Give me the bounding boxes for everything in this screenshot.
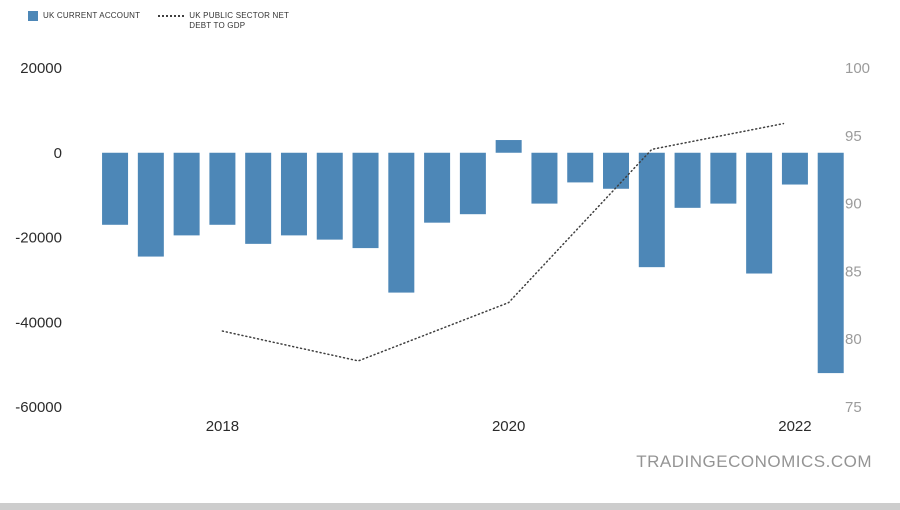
left-axis-tick: -40000 — [15, 314, 62, 331]
bar-2019-Q2[interactable] — [388, 152, 415, 293]
left-axis-tick: 0 — [54, 145, 62, 162]
bar-2021-Q2[interactable] — [674, 152, 701, 208]
bar-2021-Q3[interactable] — [710, 152, 737, 204]
bar-2019-Q1[interactable] — [352, 152, 379, 249]
x-axis-tick: 2020 — [492, 418, 525, 435]
page-bottom-edge — [0, 503, 900, 510]
bar-2020-Q3[interactable] — [567, 152, 594, 183]
bar-2018-Q4[interactable] — [316, 152, 343, 240]
legend: UK CURRENT ACCOUNT UK PUBLIC SECTOR NET … — [28, 11, 307, 30]
right-axis-tick: 75 — [845, 399, 862, 416]
bar-2022-Q2[interactable] — [817, 152, 844, 374]
legend-item-net-debt[interactable]: UK PUBLIC SECTOR NET DEBT TO GDP — [158, 11, 307, 30]
x-axis-tick: 2018 — [206, 418, 239, 435]
bar-2020-Q1[interactable] — [495, 140, 522, 153]
left-axis-tick: -60000 — [15, 399, 62, 416]
x-axis-tick: 2022 — [778, 418, 811, 435]
legend-label-net-debt: UK PUBLIC SECTOR NET DEBT TO GDP — [189, 11, 289, 30]
left-axis-tick: -20000 — [15, 230, 62, 247]
bar-2017-Q3[interactable] — [137, 152, 164, 257]
right-axis-tick: 90 — [845, 196, 862, 213]
bar-2020-Q2[interactable] — [531, 152, 558, 204]
right-axis-tick: 95 — [845, 128, 862, 145]
net-debt-line — [221, 122, 785, 362]
right-axis-tick: 80 — [845, 331, 862, 348]
line-series-swatch — [158, 15, 185, 17]
bar-2021-Q4[interactable] — [746, 152, 773, 274]
bar-2020-Q4[interactable] — [603, 152, 630, 189]
bar-2019-Q3[interactable] — [424, 152, 451, 223]
bar-2017-Q4[interactable] — [173, 152, 200, 236]
bar-2018-Q3[interactable] — [280, 152, 307, 236]
bar-2017-Q2[interactable] — [102, 152, 129, 225]
left-axis-tick: 20000 — [20, 60, 62, 77]
bar-2018-Q1[interactable] — [209, 152, 236, 225]
bar-2019-Q4[interactable] — [459, 152, 486, 215]
right-axis-tick: 85 — [845, 263, 862, 280]
bar-series-swatch — [28, 11, 38, 21]
watermark: TRADINGECONOMICS.COM — [636, 452, 872, 471]
bar-2018-Q2[interactable] — [245, 152, 272, 244]
bar-2021-Q1[interactable] — [638, 152, 665, 268]
bar-2022-Q1[interactable] — [781, 152, 808, 185]
legend-item-current-account[interactable]: UK CURRENT ACCOUNT — [28, 11, 140, 21]
right-axis-tick: 100 — [845, 60, 870, 77]
legend-label-current-account: UK CURRENT ACCOUNT — [43, 11, 141, 20]
